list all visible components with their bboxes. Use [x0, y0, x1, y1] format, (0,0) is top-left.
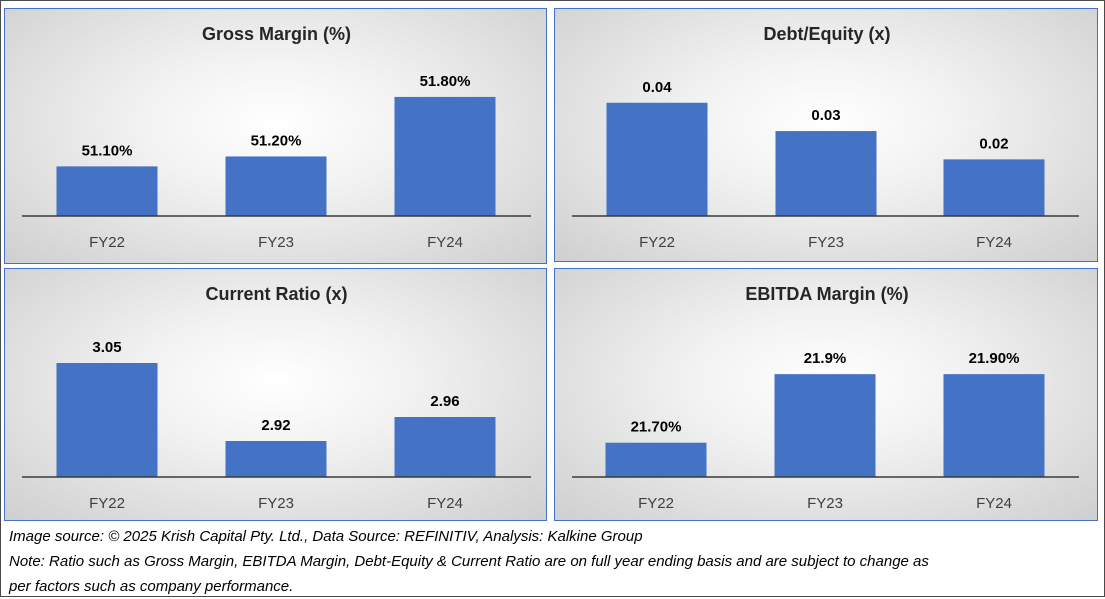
ebitda-margin-chart: EBITDA Margin (%) 21.70% FY22 21.9% FY23 21.9…	[554, 268, 1098, 521]
current-ratio-x-tick-label: FY22	[89, 495, 125, 512]
current-ratio-bar-fy24	[394, 417, 496, 477]
debt-equity-chart-svg: Debt/Equity (x) 0.04 FY22 0.03 FY23 0.02 FY24	[572, 24, 1079, 251]
debt-equity-data-label: 0.04	[642, 79, 672, 96]
ebitda-margin-x-tick-label: FY23	[807, 495, 843, 512]
gross-margin-chart: Gross Margin (%) 51.10% FY22 51.20% FY23 51.8…	[4, 8, 547, 264]
debt-equity-x-tick-label: FY22	[639, 234, 675, 251]
footer-notes: Image source: © 2025 Krish Capital Pty. …	[9, 524, 1099, 599]
gross-margin-bar-fy22	[56, 166, 158, 216]
gross-margin-x-tick-label: FY24	[427, 234, 463, 251]
note-text-line-1: Note: Ratio such as Gross Margin, EBITDA…	[9, 553, 929, 570]
gross-margin-data-label: 51.80%	[420, 73, 471, 90]
ebitda-margin-data-label: 21.70%	[631, 419, 682, 436]
ebitda-margin-title: EBITDA Margin (%)	[745, 284, 908, 304]
debt-equity-bar-fy22	[606, 102, 708, 216]
ebitda-margin-data-label: 21.90%	[969, 350, 1020, 367]
gross-margin-x-tick-label: FY22	[89, 234, 125, 251]
debt-equity-data-label: 0.03	[811, 107, 840, 124]
gross-margin-data-label: 51.20%	[251, 132, 302, 149]
ebitda-margin-chart-svg: EBITDA Margin (%) 21.70% FY22 21.9% FY23 21.9…	[572, 284, 1079, 512]
debt-equity-data-label: 0.02	[979, 135, 1008, 152]
debt-equity-x-tick-label: FY23	[808, 234, 844, 251]
debt-equity-bar-fy23	[775, 131, 877, 216]
current-ratio-data-label: 2.96	[430, 393, 459, 410]
current-ratio-x-tick-label: FY23	[258, 495, 294, 512]
debt-equity-chart: Debt/Equity (x) 0.04 FY22 0.03 FY23 0.02 FY24	[554, 8, 1098, 262]
current-ratio-title: Current Ratio (x)	[205, 284, 347, 304]
gross-margin-data-label: 51.10%	[82, 142, 133, 159]
gross-margin-bar-fy24	[394, 96, 496, 216]
debt-equity-title: Debt/Equity (x)	[763, 24, 890, 44]
gross-margin-chart-svg: Gross Margin (%) 51.10% FY22 51.20% FY23 51.8…	[22, 24, 531, 251]
current-ratio-bar-fy23	[225, 441, 327, 477]
debt-equity-x-tick-label: FY24	[976, 234, 1012, 251]
ebitda-margin-data-label: 21.9%	[804, 350, 847, 367]
ebitda-margin-x-tick-label: FY22	[638, 495, 674, 512]
note-text-line-2: per factors such as company performance.	[9, 578, 294, 595]
ebitda-margin-x-tick-label: FY24	[976, 495, 1012, 512]
current-ratio-chart-svg: Current Ratio (x) 3.05 FY22 2.92 FY23 2.96 FY2…	[22, 284, 531, 512]
current-ratio-x-tick-label: FY24	[427, 495, 463, 512]
current-ratio-data-label: 2.92	[261, 417, 290, 434]
ebitda-margin-bar-fy23	[774, 374, 876, 477]
current-ratio-chart: Current Ratio (x) 3.05 FY22 2.92 FY23 2.96 FY2…	[4, 268, 547, 521]
gross-margin-bar-fy23	[225, 156, 327, 216]
gross-margin-x-tick-label: FY23	[258, 234, 294, 251]
current-ratio-bar-fy22	[56, 363, 158, 477]
image-source-text: Image source: © 2025 Krish Capital Pty. …	[9, 528, 643, 545]
ebitda-margin-bar-fy22	[605, 442, 707, 477]
debt-equity-bar-fy24	[943, 159, 1045, 216]
gross-margin-title: Gross Margin (%)	[202, 24, 351, 44]
ebitda-margin-bar-fy24	[943, 374, 1045, 477]
current-ratio-data-label: 3.05	[92, 339, 121, 356]
